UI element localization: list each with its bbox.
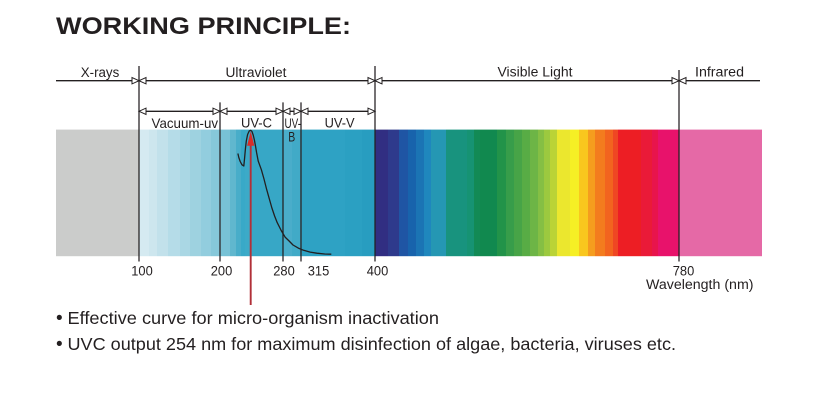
svg-text:UV-: UV- — [285, 115, 302, 131]
svg-text:400: 400 — [367, 264, 389, 280]
svg-text:Effective curve for micro-orga: Effective curve for micro-organism inact… — [68, 308, 440, 328]
svg-text:UVC output 254 nm for maximum: UVC output 254 nm for maximum disinfecti… — [68, 334, 677, 354]
svg-text:100: 100 — [131, 264, 153, 280]
svg-text:WORKING PRINCIPLE:: WORKING PRINCIPLE: — [56, 13, 351, 40]
svg-text:Ultraviolet: Ultraviolet — [226, 65, 287, 81]
svg-text:315: 315 — [308, 264, 330, 280]
svg-text:Visible Light: Visible Light — [498, 65, 573, 81]
svg-text:280: 280 — [273, 264, 295, 280]
svg-text:B: B — [288, 129, 295, 145]
svg-text:Vacuum-uv: Vacuum-uv — [152, 115, 219, 131]
svg-text:•: • — [56, 334, 63, 355]
svg-text:•: • — [56, 308, 63, 329]
svg-text:200: 200 — [211, 264, 233, 280]
svg-text:UV-C: UV-C — [241, 115, 272, 131]
svg-text:Infrared: Infrared — [695, 65, 744, 81]
svg-text:UV-V: UV-V — [325, 115, 356, 131]
svg-text:780: 780 — [673, 264, 695, 280]
svg-text:Wavelength (nm): Wavelength (nm) — [646, 277, 754, 293]
svg-text:X-rays: X-rays — [81, 65, 120, 81]
